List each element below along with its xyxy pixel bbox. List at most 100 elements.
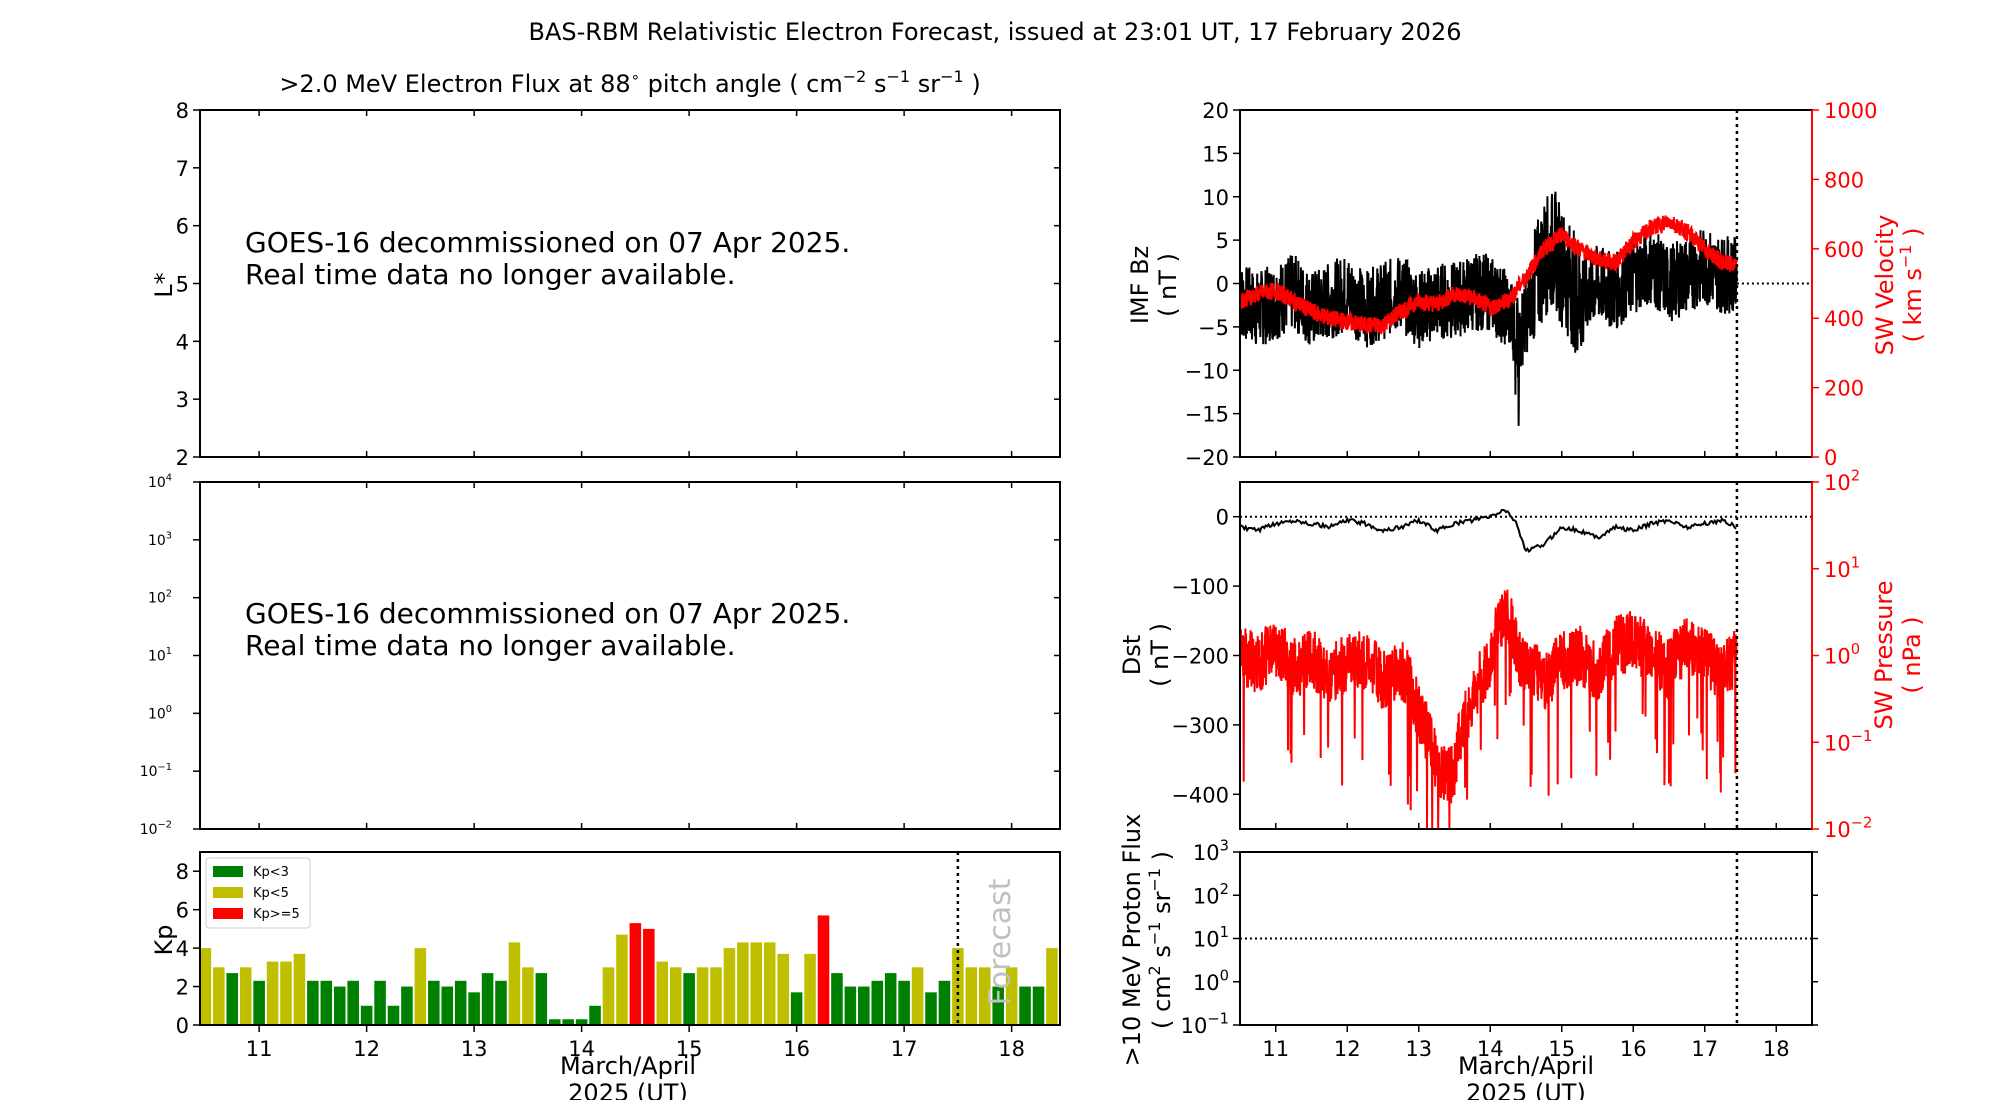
kp-bar — [226, 973, 239, 1025]
kp-bar — [293, 953, 306, 1025]
kp-y-axis: 0 2 4 6 8 — [176, 860, 200, 1038]
kp-legend-label-olive: Kp<5 — [253, 886, 289, 901]
kp-bar — [360, 1005, 373, 1025]
kp-bar — [858, 986, 870, 1025]
kp-ylabel: Kp — [150, 925, 178, 956]
dst-line — [1239, 509, 1737, 553]
imf-bz-line — [1239, 191, 1738, 426]
forecast-label: Forecast — [983, 878, 1018, 1005]
kp-bar — [669, 967, 682, 1025]
velocity-ylabel-line1: SW Velocity — [1871, 215, 1899, 356]
proton-ytick-label: 101 — [1193, 924, 1229, 951]
kp-bar — [978, 967, 991, 1025]
kp-bar — [656, 961, 669, 1025]
fluxlog-ytick-label: 100 — [148, 704, 172, 722]
kp-bar — [602, 967, 615, 1025]
kp-ytick-label: 6 — [176, 899, 189, 923]
figure-title: BAS-RBM Relativistic Electron Forecast, … — [529, 18, 1462, 46]
velocity-ytick-label: 600 — [1824, 238, 1864, 262]
kp-bar — [522, 967, 534, 1025]
velocity-y-axis: 1000 800 600 400 200 0 — [1812, 99, 1877, 470]
velocity-ytick-label: 0 — [1824, 446, 1837, 470]
kp-bar — [495, 980, 507, 1025]
kp-bar — [468, 992, 480, 1025]
kp-bar — [575, 1019, 588, 1025]
flux-log-y-axis: 10−2 10−1 100 101 102 103 104 — [140, 473, 1060, 838]
proton-xtick-label: 14 — [1477, 1037, 1504, 1061]
notice-line1: GOES-16 decommissioned on 07 Apr 2025. — [245, 226, 850, 259]
lstar-ytick-label: 7 — [176, 157, 189, 181]
proton-ytick-label: 102 — [1193, 881, 1229, 908]
proton-y-axis: 103 102 101 100 10−1 — [1181, 838, 1818, 1038]
bz-ytick-label: −20 — [1185, 446, 1229, 470]
kp-bars — [199, 915, 1058, 1025]
kp-xtick-label: 11 — [246, 1037, 273, 1061]
kp-bar — [938, 980, 951, 1025]
kp-xtick-label: 15 — [676, 1037, 703, 1061]
bz-ytick-label: 0 — [1216, 273, 1229, 297]
kp-bar — [763, 942, 776, 1025]
kp-bar — [992, 986, 1004, 1025]
velocity-ytick-label: 1000 — [1824, 99, 1877, 123]
kp-bar — [898, 980, 910, 1025]
lstar-ytick-label: 8 — [176, 99, 189, 123]
kp-bar — [535, 973, 548, 1025]
lstar-ytick-label: 2 — [176, 446, 189, 470]
notice-line1-second: GOES-16 decommissioned on 07 Apr 2025. — [245, 597, 850, 630]
kp-bar — [777, 953, 789, 1025]
dst-ytick-label: −400 — [1171, 783, 1229, 807]
pressure-ytick-label: 100 — [1824, 641, 1860, 668]
pressure-ytick-label: 102 — [1824, 468, 1860, 495]
proton-xtick-label: 17 — [1691, 1037, 1718, 1061]
proton-xtick-label: 11 — [1262, 1037, 1289, 1061]
dst-ytick-label: −300 — [1171, 714, 1229, 738]
flux-log-x-ticks — [258, 482, 1013, 829]
lstar-x-ticks — [258, 110, 1013, 457]
kp-legend-swatch-olive — [213, 887, 243, 898]
flux-log-panel: 10−2 10−1 100 101 102 103 104 GOES-16 decommis… — [140, 473, 1061, 838]
kp-bar — [871, 980, 884, 1025]
proton-ytick-label: 103 — [1193, 838, 1229, 865]
kp-legend: Kp<3 Kp<5 Kp>=5 — [205, 857, 311, 929]
bz-ytick-label: 10 — [1202, 186, 1229, 210]
proton-ytick-label: 10−1 — [1181, 1011, 1229, 1038]
kp-legend-swatch-red — [213, 908, 243, 919]
notice-line2-second: Real time data no longer available. — [245, 629, 736, 662]
kp-legend-label-red: Kp>=5 — [253, 907, 300, 922]
bz-ytick-label: −5 — [1198, 316, 1229, 340]
kp-bar — [199, 948, 212, 1025]
velocity-ytick-label: 800 — [1824, 168, 1864, 192]
kp-bar — [616, 934, 628, 1025]
velocity-ytick-label: 200 — [1824, 377, 1864, 401]
kp-bar — [548, 1019, 561, 1025]
bz-x-ticks — [1275, 451, 1777, 457]
left-xlabel-line2: 2025 (UT) — [568, 1079, 688, 1100]
bz-velocity-panel: 20 15 10 5 0 −5 −10 −15 −20 1000 800 600 400 200 0 IM… — [1126, 99, 1927, 470]
kp-bar — [280, 961, 292, 1025]
velocity-ytick-label: 400 — [1824, 307, 1864, 331]
kp-panel: Forecast 0 2 4 6 8 11 12 13 14 15 16 17 18 Kp Kp<3 … — [150, 851, 1061, 1100]
lstar-ytick-label: 4 — [176, 330, 189, 354]
kp-bar — [1032, 986, 1045, 1025]
kp-bar — [737, 942, 749, 1025]
kp-bar — [1046, 948, 1058, 1025]
dst-ytick-label: −200 — [1171, 645, 1229, 669]
dst-ytick-label: 0 — [1216, 506, 1229, 530]
kp-bar — [347, 980, 359, 1025]
dst-ytick-label: −100 — [1171, 575, 1229, 599]
kp-bar — [965, 967, 978, 1025]
kp-xtick-label: 12 — [353, 1037, 380, 1061]
kp-legend-label-green: Kp<3 — [253, 865, 289, 880]
pressure-ytick-label: 10−2 — [1824, 815, 1872, 842]
fluxlog-ytick-label: 102 — [148, 588, 172, 606]
kp-bar — [253, 980, 265, 1025]
kp-bar — [911, 967, 924, 1025]
kp-bar — [925, 992, 937, 1025]
fluxlog-ytick-label: 101 — [148, 646, 172, 664]
kp-bar — [374, 980, 386, 1025]
kp-xtick-label: 18 — [998, 1037, 1025, 1061]
kp-bar — [629, 923, 642, 1025]
bz-ylabel-line1: IMF Bz — [1126, 246, 1154, 324]
kp-bar — [1019, 986, 1031, 1025]
